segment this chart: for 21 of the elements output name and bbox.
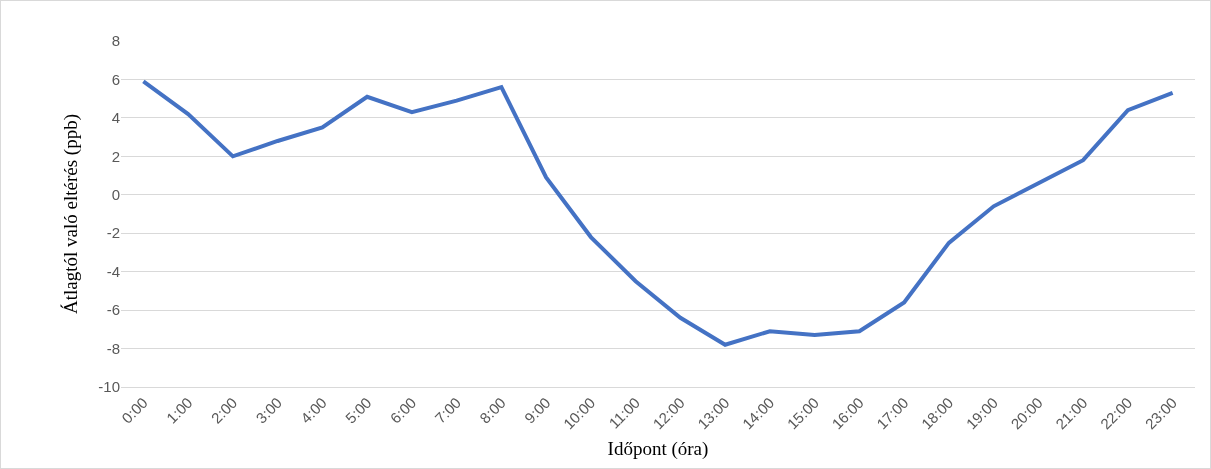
x-tick-label: 6:00: [386, 393, 420, 427]
x-tick-label: 5:00: [341, 393, 375, 427]
x-tick-label: 8:00: [476, 393, 509, 427]
x-tick-label: 9:00: [520, 393, 554, 427]
y-tick-label: -4: [106, 262, 120, 280]
y-tick-label: -8: [106, 339, 120, 357]
x-tick-label: 3:00: [252, 393, 286, 427]
y-tick-label: 2: [111, 147, 120, 165]
y-tick-label: -6: [106, 301, 120, 319]
y-tick-label: 0: [111, 186, 120, 204]
y-tick-label: -2: [106, 224, 120, 242]
y-tick-label: 4: [111, 109, 120, 127]
y-tick-label: -10: [98, 378, 120, 396]
y-tick-label: 8: [111, 32, 120, 50]
x-tick-label: 4:00: [297, 393, 330, 427]
x-tick-label: 0:00: [118, 393, 151, 427]
y-tick-label: 6: [111, 70, 120, 88]
x-tick-label: 7:00: [431, 393, 465, 427]
y-axis-title: Átlagtól való eltérés (ppb): [60, 114, 83, 314]
line-series: [141, 79, 1175, 347]
x-axis-title: Időpont (óra): [607, 438, 709, 461]
